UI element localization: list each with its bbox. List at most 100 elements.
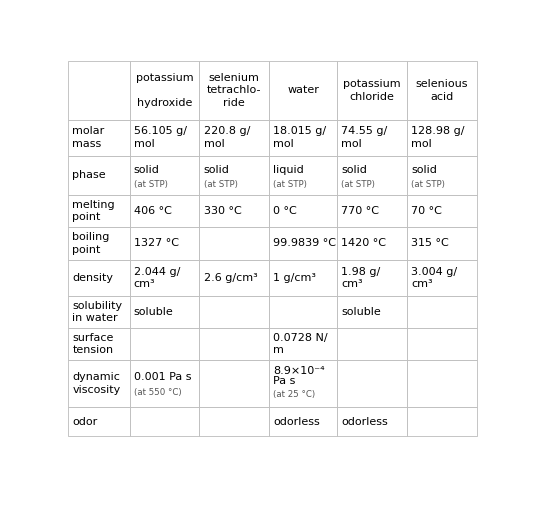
Text: 1420 °C: 1420 °C [341,239,386,248]
Text: 0.0728 N/
m: 0.0728 N/ m [274,333,328,356]
Bar [199,296,269,328]
Bar [199,61,269,120]
Bar [199,120,269,156]
Text: 2.044 g/
cm³: 2.044 g/ cm³ [134,267,180,289]
Text: soluble: soluble [341,307,381,317]
Text: odor: odor [73,416,98,427]
Bar [269,360,337,407]
Text: (at STP): (at STP) [204,179,238,189]
Text: 3.004 g/
cm³: 3.004 g/ cm³ [411,267,457,289]
Text: 8.9×10⁻⁴: 8.9×10⁻⁴ [274,366,325,376]
Text: molar
mass: molar mass [73,126,105,149]
Text: selenious
acid: selenious acid [416,79,468,102]
Bar [129,407,199,436]
Text: 315 °C: 315 °C [411,239,449,248]
Bar [68,407,129,436]
Bar [407,407,477,436]
Text: 1.98 g/
cm³: 1.98 g/ cm³ [341,267,381,289]
Bar [129,260,199,296]
Text: dynamic
viscosity: dynamic viscosity [73,373,121,395]
Bar [199,195,269,227]
Text: (at STP): (at STP) [134,179,168,189]
Bar [269,195,337,227]
Bar [337,296,407,328]
Text: 406 °C: 406 °C [134,206,171,216]
Text: 70 °C: 70 °C [411,206,442,216]
Bar [129,156,199,195]
Bar [129,61,199,120]
Bar [407,195,477,227]
Bar [407,328,477,360]
Text: 2.6 g/cm³: 2.6 g/cm³ [204,273,257,283]
Bar [129,360,199,407]
Text: surface
tension: surface tension [73,333,114,356]
Bar [269,61,337,120]
Text: density: density [73,273,114,283]
Bar [337,156,407,195]
Bar [129,296,199,328]
Text: 1 g/cm³: 1 g/cm³ [274,273,317,283]
Bar [269,328,337,360]
Text: 56.105 g/
mol: 56.105 g/ mol [134,126,187,149]
Bar [269,120,337,156]
Text: soluble: soluble [134,307,174,317]
Bar [68,195,129,227]
Text: 99.9839 °C: 99.9839 °C [274,239,336,248]
Text: Pa s: Pa s [274,376,296,386]
Bar [199,260,269,296]
Bar [269,260,337,296]
Bar [68,260,129,296]
Text: 128.98 g/
mol: 128.98 g/ mol [411,126,465,149]
Bar [337,407,407,436]
Text: solid: solid [134,166,160,175]
Text: 18.015 g/
mol: 18.015 g/ mol [274,126,327,149]
Text: odorless: odorless [274,416,320,427]
Bar [407,120,477,156]
Bar [68,120,129,156]
Text: solid: solid [411,166,437,175]
Text: (at 25 °C): (at 25 °C) [274,390,316,399]
Text: (at 550 °C): (at 550 °C) [134,388,181,398]
Bar [269,156,337,195]
Bar [269,296,337,328]
Text: 74.55 g/
mol: 74.55 g/ mol [341,126,388,149]
Bar [199,360,269,407]
Bar [68,227,129,260]
Bar [269,227,337,260]
Text: odorless: odorless [341,416,388,427]
Bar [337,120,407,156]
Text: 0 °C: 0 °C [274,206,297,216]
Bar [407,296,477,328]
Text: liquid: liquid [274,166,304,175]
Bar [199,227,269,260]
Text: boiling
point: boiling point [73,233,110,254]
Bar [68,328,129,360]
Bar [199,156,269,195]
Text: selenium
tetrachlo-
ride: selenium tetrachlo- ride [207,73,262,108]
Text: potassium

hydroxide: potassium hydroxide [136,73,193,108]
Text: solid: solid [341,166,367,175]
Text: potassium
chloride: potassium chloride [343,79,401,102]
Text: 220.8 g/
mol: 220.8 g/ mol [204,126,250,149]
Bar [337,260,407,296]
Bar [337,61,407,120]
Bar [407,61,477,120]
Text: (at STP): (at STP) [274,179,307,189]
Bar [129,328,199,360]
Bar [199,328,269,360]
Text: (at STP): (at STP) [411,179,445,189]
Text: 0.001 Pa s: 0.001 Pa s [134,371,191,382]
Bar [129,195,199,227]
Bar [129,120,199,156]
Text: (at STP): (at STP) [341,179,375,189]
Bar [68,156,129,195]
Bar [337,227,407,260]
Text: water: water [287,85,319,96]
Text: phase: phase [73,171,106,180]
Bar [129,227,199,260]
Bar [68,296,129,328]
Text: solid: solid [204,166,229,175]
Text: solubility
in water: solubility in water [73,301,123,323]
Bar [68,360,129,407]
Text: melting
point: melting point [73,200,115,222]
